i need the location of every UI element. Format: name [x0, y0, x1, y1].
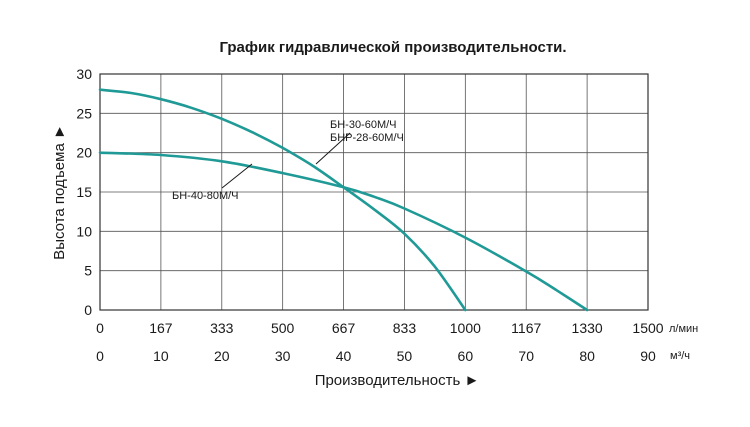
y-tick-label: 5: [84, 263, 92, 279]
x-tick-label-lmin: 167: [149, 320, 173, 336]
chart-title: График гидравлической производительности…: [219, 39, 566, 56]
x-tick-label-m3h: 90: [640, 348, 656, 364]
x-tick-label-lmin: 1167: [511, 320, 541, 336]
x-tick-label-lmin: 1330: [572, 320, 603, 336]
x-tick-label-m3h: 40: [336, 348, 352, 364]
plot-frame: [99, 73, 649, 311]
grid: [100, 74, 648, 310]
x-tick-label-lmin: 0: [96, 320, 104, 336]
y-tick-label: 0: [84, 302, 92, 318]
x-axis-label: Производительность ►: [315, 372, 480, 389]
series-curve-2: [98, 151, 589, 312]
x-tick-label-lmin: 1500: [632, 320, 663, 336]
series-curve-1: [98, 88, 467, 312]
y-tick-label: 25: [76, 105, 92, 121]
y-tick-label: 10: [76, 223, 92, 239]
x-tick-label-m3h: 50: [397, 348, 413, 364]
series-label-line: БН-30-60М/Ч: [330, 119, 397, 131]
x-tick-label-lmin: 333: [210, 320, 234, 336]
y-tick-label: 20: [76, 145, 92, 161]
y-tick-label: 30: [76, 66, 92, 82]
series-label-line: БН-40-80М/Ч: [172, 190, 239, 202]
x-tick-label-lmin: 833: [393, 320, 417, 336]
x-unit-m3h: м³/ч: [670, 350, 690, 362]
x-tick-label-m3h: 20: [214, 348, 230, 364]
y-tick-label: 15: [76, 184, 92, 200]
series-leader-1: [315, 132, 351, 165]
x-tick-label-m3h: 80: [579, 348, 595, 364]
curves: [98, 88, 589, 312]
x-tick-label-m3h: 10: [153, 348, 169, 364]
x-tick-label-lmin: 667: [332, 320, 356, 336]
x-unit-lmin: л/мин: [669, 323, 698, 335]
y-axis-label: Высота подъема ►: [51, 124, 68, 260]
x-tick-label-m3h: 60: [458, 348, 474, 364]
x-tick-label-m3h: 0: [96, 348, 104, 364]
x-tick-label-m3h: 30: [275, 348, 291, 364]
x-tick-label-m3h: 70: [518, 348, 534, 364]
x-tick-label-lmin: 500: [271, 320, 295, 336]
x-tick-label-lmin: 1000: [450, 320, 481, 336]
series-leader-2: [221, 163, 253, 189]
series-label-line: БНР-28-60М/Ч: [330, 132, 404, 144]
